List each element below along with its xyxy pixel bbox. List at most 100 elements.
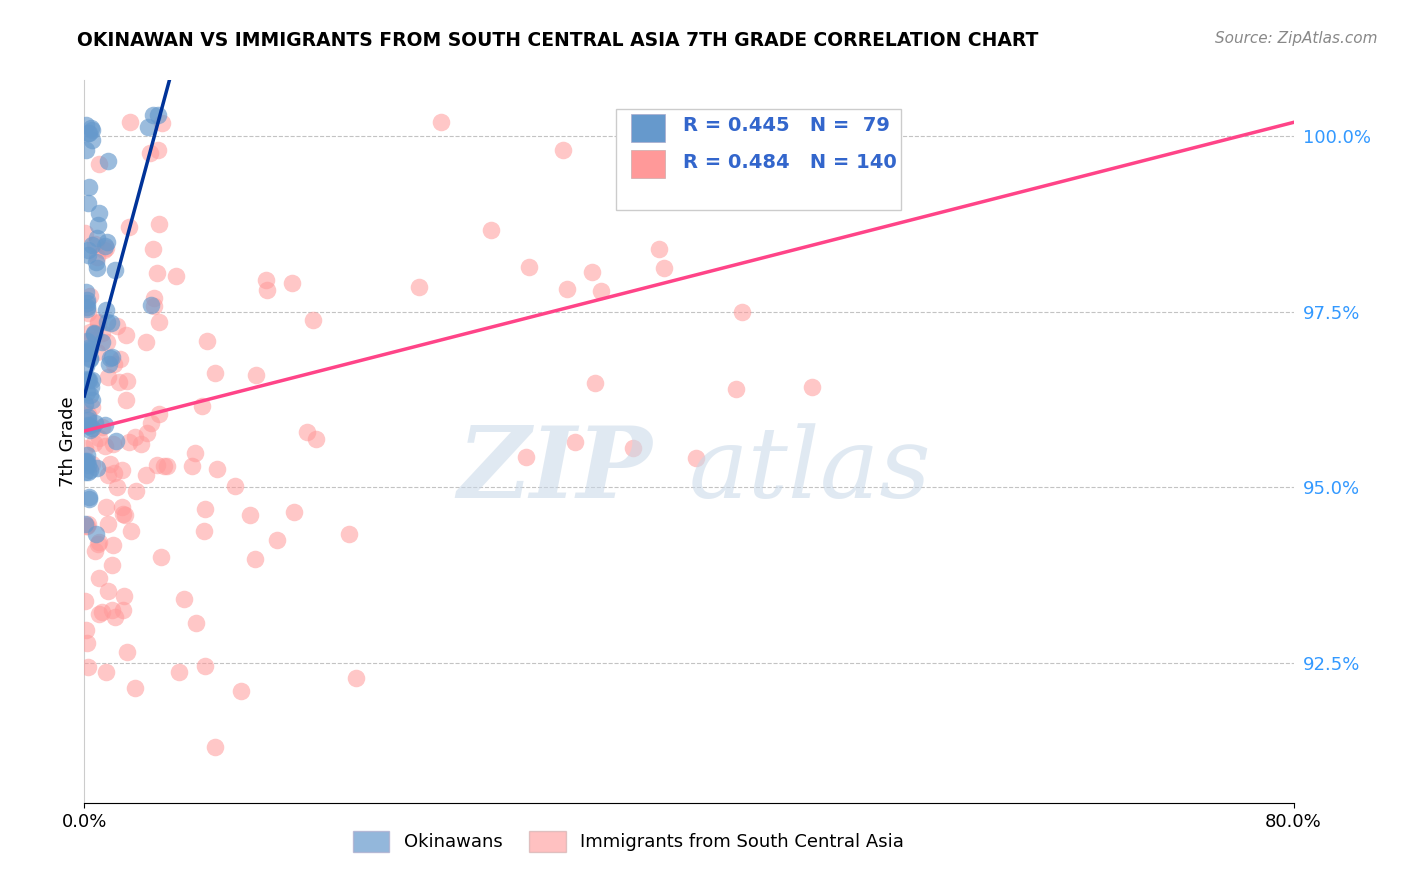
Point: [136, 120, 159, 135]
Point: [82, 457, 104, 471]
Point: [87, 315, 110, 329]
Point: [583, 376, 606, 391]
Legend: Okinawans, Immigrants from South Central Asia: Okinawans, Immigrants from South Central…: [346, 823, 911, 859]
Point: [76, 243, 98, 257]
Point: [83, 326, 105, 340]
Point: [79, 325, 101, 339]
Point: [153, 458, 176, 473]
Point: [79, 288, 101, 302]
Point: [86, 461, 108, 475]
Point: [86, 261, 108, 276]
Point: [82, 421, 104, 435]
Point: [142, 242, 165, 256]
Point: [191, 399, 214, 413]
Point: [256, 283, 278, 297]
Point: [76, 454, 98, 468]
Point: [90, 605, 112, 619]
Point: [724, 382, 747, 396]
Point: [115, 393, 138, 408]
Point: [75, 226, 97, 240]
Point: [224, 479, 246, 493]
Point: [648, 242, 671, 256]
Point: [80, 400, 103, 414]
Point: [96, 315, 118, 329]
Point: [589, 284, 612, 298]
Y-axis label: 7th Grade: 7th Grade: [59, 396, 77, 487]
FancyBboxPatch shape: [616, 109, 901, 211]
Point: [75, 623, 97, 637]
Point: [124, 429, 146, 443]
Point: [551, 143, 574, 157]
Text: atlas: atlas: [689, 423, 932, 518]
Point: [84, 236, 107, 251]
Text: Source: ZipAtlas.com: Source: ZipAtlas.com: [1215, 31, 1378, 46]
Point: [82, 392, 104, 407]
Point: [82, 237, 104, 252]
Point: [86, 231, 108, 245]
Point: [76, 300, 98, 314]
Point: [118, 115, 141, 129]
Point: [337, 526, 360, 541]
Point: [118, 434, 141, 449]
Point: [76, 296, 98, 310]
Point: [148, 108, 170, 122]
Point: [89, 607, 111, 621]
Point: [76, 372, 98, 386]
Point: [194, 659, 217, 673]
Point: [148, 315, 170, 329]
Point: [143, 291, 166, 305]
Point: [115, 645, 138, 659]
Point: [76, 334, 98, 349]
Point: [129, 436, 152, 450]
Point: [75, 359, 97, 373]
Point: [79, 388, 101, 402]
Point: [479, 223, 502, 237]
Point: [87, 316, 110, 330]
Point: [143, 299, 166, 313]
Point: [76, 636, 98, 650]
Point: [408, 280, 430, 294]
Point: [112, 590, 135, 604]
Point: [120, 524, 142, 539]
Point: [89, 205, 111, 219]
Point: [124, 681, 146, 695]
Point: [87, 537, 110, 551]
Point: [266, 533, 288, 547]
Point: [108, 351, 131, 366]
Point: [94, 239, 117, 253]
Point: [148, 217, 170, 231]
Point: [103, 538, 125, 552]
Point: [77, 248, 100, 262]
Point: [112, 603, 135, 617]
Point: [76, 126, 98, 140]
Point: [73, 454, 96, 468]
Point: [205, 462, 228, 476]
Point: [101, 558, 124, 572]
Point: [139, 416, 162, 430]
Point: [73, 517, 96, 532]
Text: R = 0.445   N =  79: R = 0.445 N = 79: [683, 116, 890, 135]
Point: [75, 397, 97, 411]
Point: [77, 409, 100, 424]
Text: R = 0.484   N = 140: R = 0.484 N = 140: [683, 153, 897, 172]
Point: [98, 357, 121, 371]
Point: [103, 467, 125, 481]
Point: [149, 550, 172, 565]
Point: [564, 434, 586, 449]
Point: [75, 346, 97, 360]
Point: [98, 351, 121, 366]
Point: [114, 508, 136, 522]
Point: [76, 458, 98, 472]
Point: [86, 254, 108, 268]
Point: [117, 219, 139, 234]
Point: [97, 467, 120, 482]
Point: [98, 457, 121, 471]
Point: [77, 660, 100, 674]
Point: [195, 334, 218, 349]
Point: [90, 335, 112, 350]
Point: [94, 241, 117, 255]
Point: [104, 609, 127, 624]
Point: [115, 327, 138, 342]
Point: [135, 425, 157, 440]
Point: [80, 121, 103, 136]
